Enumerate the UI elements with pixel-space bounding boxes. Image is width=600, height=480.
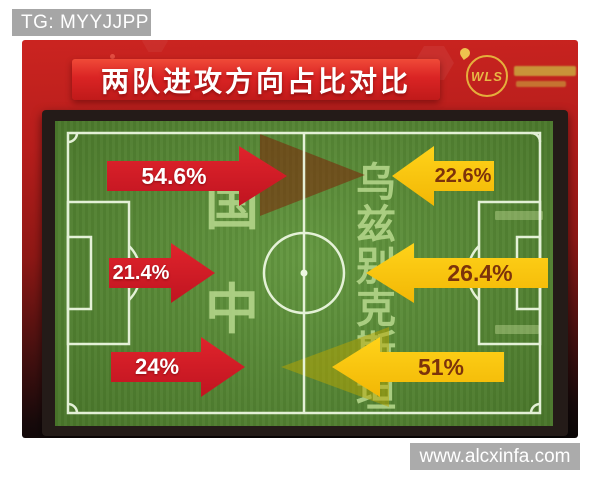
website-badge: www.alcxinfa.com xyxy=(410,443,580,470)
arrow-value: 22.6% xyxy=(434,164,492,187)
spark-icon xyxy=(458,46,472,60)
red-card: 两队进攻方向占比对比 WLS 国 中 乌兹别克斯坦 xyxy=(22,40,578,438)
arrow-value: 21.4% xyxy=(112,261,170,284)
arrow-value: 51% xyxy=(417,353,465,380)
mow-patch xyxy=(495,211,543,220)
arrow-value: 24% xyxy=(134,354,180,379)
watermark-char: 中 xyxy=(205,278,259,341)
mow-patch xyxy=(495,325,539,334)
dot-decoration xyxy=(110,54,115,59)
hexagon-decoration xyxy=(142,40,168,52)
pitch-frame: 国 中 乌兹别克斯坦 xyxy=(42,110,568,436)
arrow-value: 26.4% xyxy=(447,259,513,286)
logo-tagline-bar xyxy=(516,81,566,87)
wls-logo: WLS xyxy=(466,55,508,97)
page-title: 两队进攻方向占比对比 xyxy=(72,59,440,100)
arrow-value: 54.6% xyxy=(141,162,207,189)
logo-tagline-bar xyxy=(514,66,576,76)
tg-badge: TG: MYYJJPP xyxy=(12,9,151,36)
football-pitch: 国 中 乌兹别克斯坦 xyxy=(55,121,553,426)
